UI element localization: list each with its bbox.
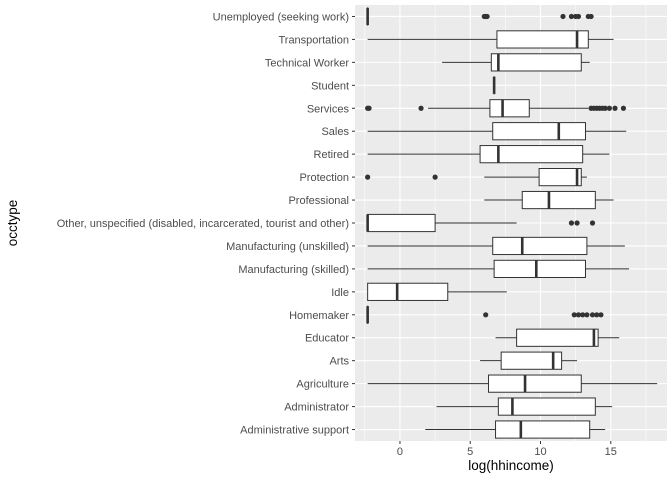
box-iqr bbox=[492, 122, 586, 141]
y-tick-label: Arts bbox=[329, 356, 349, 368]
box-group bbox=[366, 213, 596, 233]
box-group bbox=[366, 7, 594, 26]
y-tick-label: Agriculture bbox=[296, 379, 349, 391]
box-iqr bbox=[367, 213, 436, 233]
y-tick-label: Unemployed (seeking work) bbox=[213, 11, 349, 23]
box-group bbox=[367, 236, 625, 256]
outlier-point bbox=[602, 105, 608, 111]
y-tick-label: Administrative support bbox=[240, 425, 349, 437]
outlier-point bbox=[594, 312, 600, 318]
y-tick-label: Manufacturing (skilled) bbox=[238, 264, 349, 276]
y-tick-label: Retired bbox=[314, 149, 349, 161]
outlier-point bbox=[589, 220, 596, 226]
box-iqr bbox=[500, 351, 563, 370]
box-iqr bbox=[496, 30, 589, 49]
box-group bbox=[425, 420, 606, 439]
box-group bbox=[365, 168, 587, 187]
outlier-point bbox=[365, 174, 371, 180]
outlier-point bbox=[484, 13, 490, 20]
box-iqr bbox=[493, 259, 586, 278]
box-group bbox=[367, 122, 627, 141]
box-iqr bbox=[367, 282, 449, 301]
box-iqr bbox=[516, 328, 599, 347]
box-group bbox=[367, 374, 658, 393]
outlier-point bbox=[612, 105, 618, 111]
x-tick-label: 0 bbox=[397, 446, 403, 458]
y-tick-label: Protection bbox=[299, 172, 349, 184]
y-tick-label: Administrator bbox=[284, 402, 349, 414]
outlier-point bbox=[589, 312, 596, 318]
y-tick-label: Transportation bbox=[278, 34, 349, 46]
box-iqr bbox=[489, 99, 530, 118]
outlier-point bbox=[483, 312, 489, 318]
y-tick-label: Sales bbox=[321, 126, 349, 138]
box-group bbox=[484, 190, 614, 210]
box-layer bbox=[365, 7, 658, 439]
box-group bbox=[367, 259, 630, 278]
y-tick-label: Student bbox=[311, 80, 349, 92]
outlier-point bbox=[575, 312, 582, 318]
outlier-point bbox=[575, 13, 582, 20]
box-group bbox=[442, 53, 590, 72]
box-iqr bbox=[479, 145, 584, 164]
box-iqr bbox=[538, 168, 582, 187]
y-tick-label: Educator bbox=[305, 333, 349, 345]
y-tick-layer: Unemployed (seeking work) Transportation T… bbox=[57, 11, 355, 437]
box-group bbox=[367, 145, 610, 164]
box-group bbox=[436, 397, 613, 416]
outlier-point bbox=[598, 312, 604, 318]
box-group bbox=[367, 282, 507, 301]
box-iqr bbox=[495, 420, 591, 439]
outlier-point bbox=[366, 105, 372, 111]
box-iqr bbox=[488, 374, 582, 393]
box-iqr bbox=[492, 236, 588, 256]
box-group bbox=[480, 351, 578, 370]
y-tick-label: Idle bbox=[331, 287, 349, 299]
outlier-point bbox=[432, 174, 438, 180]
outlier-point bbox=[574, 220, 580, 226]
box-iqr bbox=[490, 53, 582, 72]
outlier-point bbox=[620, 105, 627, 111]
y-axis-title: occtype bbox=[5, 200, 20, 247]
box-group bbox=[495, 328, 620, 347]
outlier-point bbox=[568, 220, 575, 226]
y-tick-label: Homemaker bbox=[289, 310, 349, 322]
x-tick-label: 5 bbox=[467, 446, 473, 458]
y-tick-label: Services bbox=[307, 103, 350, 115]
box-iqr bbox=[497, 397, 596, 416]
y-tick-label: Professional bbox=[288, 195, 349, 207]
outlier-point bbox=[560, 13, 566, 20]
outlier-point bbox=[606, 105, 612, 111]
x-tick-layer: 0 5 10 15 bbox=[397, 441, 617, 458]
outlier-point bbox=[571, 312, 577, 318]
outlier-point bbox=[584, 312, 590, 318]
y-tick-label: Technical Worker bbox=[265, 57, 349, 69]
y-tick-label: Manufacturing (unskilled) bbox=[226, 241, 349, 253]
y-tick-label: Other, unspecified (disabled, incarcerat… bbox=[57, 218, 349, 230]
box-group bbox=[367, 30, 614, 49]
x-tick-label: 15 bbox=[605, 446, 617, 458]
box-iqr bbox=[521, 190, 596, 210]
outlier-point bbox=[588, 13, 594, 20]
outlier-point bbox=[580, 312, 586, 318]
box-group bbox=[366, 305, 604, 324]
outlier-point bbox=[568, 13, 575, 20]
box-group bbox=[365, 99, 627, 118]
outlier-point bbox=[418, 105, 424, 111]
x-axis-title: log(hhincome) bbox=[468, 458, 554, 473]
x-tick-label: 10 bbox=[534, 446, 546, 458]
